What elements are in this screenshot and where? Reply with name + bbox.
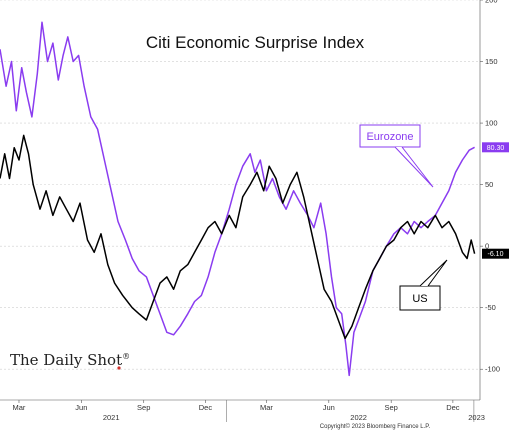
copyright-notice: Copyright© 2023 Bloomberg Finance L.P. [320,423,431,430]
x-tick-label: Dec [199,403,213,412]
eurozone-last-value-box [482,142,509,153]
x-tick-label: Mar [260,403,273,412]
us-last-value: -6.10 [482,248,509,259]
brand-text: The Daily Shot® [10,351,130,369]
eurozone-series-line [0,21,475,377]
eurozone-callout-pointer [394,146,434,188]
eurozone-last-value-label: 80.30 [487,145,505,152]
gridlines [0,0,480,370]
us-callout: US [399,259,448,311]
us-callout-pointer [419,259,448,287]
eurozone-last-value: 80.30 [482,142,509,153]
y-tick-label: 0 [485,242,489,251]
us-series-line [0,134,476,340]
y-tick-label: 200 [485,0,498,5]
plot-background [0,0,480,400]
x-tick-label: Jun [75,403,87,412]
eurozone-callout-box [359,124,421,148]
x-tick-label: Dec [446,403,460,412]
y-tick-label: 100 [485,119,498,128]
eurozone-callout-label: Eurozone [366,131,413,143]
x-year-label: 2021 [103,413,120,422]
y-tick-label: -50 [485,303,496,312]
y-tick-label: 150 [485,57,498,66]
brand-logo: The Daily Shot® [10,351,130,370]
x-year-label: 2022 [350,413,367,422]
x-year-label: 2023 [468,413,485,422]
x-tick-label: Mar [13,403,26,412]
us-last-value-label: -6.10 [488,251,504,258]
x-tick-label: Jun [323,403,335,412]
us-callout-label: US [412,293,427,305]
y-tick-label: 50 [485,180,493,189]
us-last-value-box [482,248,509,259]
y-tick-label: -100 [485,365,500,374]
series-lines [0,21,476,377]
x-tick-label: Sep [137,403,150,412]
eurozone-callout: Eurozone [359,124,434,188]
x-tick-label: Sep [385,403,398,412]
brand-dot [117,366,121,370]
axes: 200 150 100 50 0 -50 -100 Mar Jun Sep Dec Mar Jun Sep… [0,0,500,422]
us-callout-box [399,285,441,311]
chart-title: Citi Economic Surprise Index [146,33,365,52]
